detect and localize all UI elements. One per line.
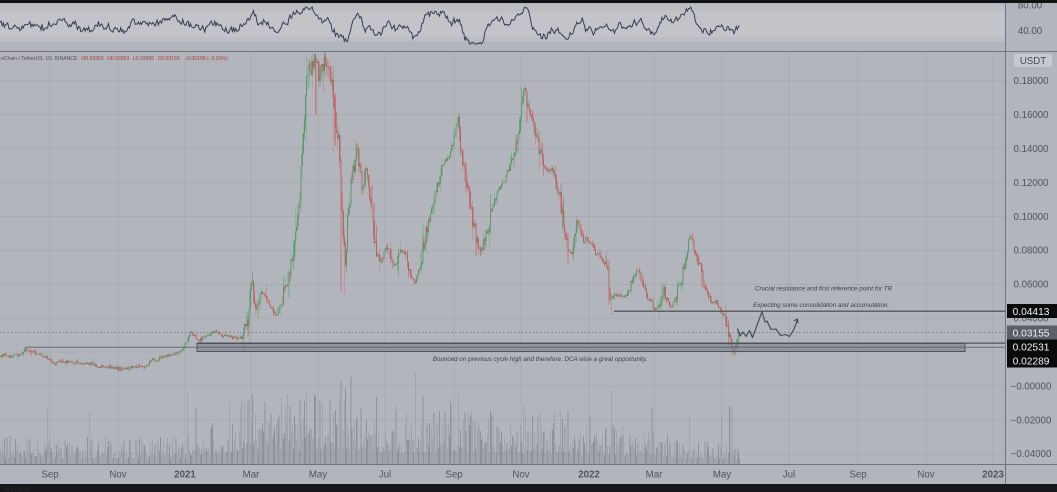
svg-text:Jul: Jul bbox=[783, 470, 795, 481]
svg-text:Sep: Sep bbox=[41, 470, 58, 481]
svg-text:0.06000: 0.06000 bbox=[1013, 280, 1049, 291]
svg-text:Nov: Nov bbox=[109, 470, 126, 481]
svg-text:80.00: 80.00 bbox=[1018, 1, 1043, 12]
svg-text:2023: 2023 bbox=[982, 470, 1004, 481]
svg-text:−0.04000: −0.04000 bbox=[1011, 449, 1052, 460]
svg-text:40.00: 40.00 bbox=[1018, 26, 1043, 37]
svg-text:0.04000: 0.04000 bbox=[1013, 314, 1049, 325]
svg-text:Sep: Sep bbox=[445, 470, 462, 481]
svg-text:0.14000: 0.14000 bbox=[1013, 144, 1049, 155]
svg-text:0.02289: 0.02289 bbox=[1013, 356, 1050, 367]
svg-text:2022: 2022 bbox=[578, 470, 600, 481]
svg-text:May: May bbox=[713, 470, 731, 481]
svg-text:2021: 2021 bbox=[174, 470, 196, 481]
svg-text:−0.00000: −0.00000 bbox=[1011, 381, 1052, 392]
svg-text:Sep: Sep bbox=[849, 470, 866, 481]
svg-text:0.12000: 0.12000 bbox=[1013, 178, 1049, 189]
svg-text:Nov: Nov bbox=[512, 470, 529, 481]
svg-text:Mar: Mar bbox=[243, 470, 260, 481]
svg-text:0.16000: 0.16000 bbox=[1013, 110, 1049, 121]
svg-text:USDT: USDT bbox=[1020, 56, 1046, 67]
svg-text:Nov: Nov bbox=[917, 470, 934, 481]
svg-text:0.02531: 0.02531 bbox=[1013, 342, 1050, 353]
svg-text:Mar: Mar bbox=[646, 470, 663, 481]
svg-text:0.18000: 0.18000 bbox=[1013, 76, 1049, 87]
svg-text:Jul: Jul bbox=[379, 470, 391, 481]
svg-text:0.10000: 0.10000 bbox=[1013, 212, 1049, 223]
svg-text:Expecting some consolidation a: Expecting some consolidation and accumul… bbox=[753, 302, 889, 309]
svg-text:0.08000: 0.08000 bbox=[1013, 246, 1049, 257]
svg-text:Bounced on previous cycle high: Bounced on previous cycle high and there… bbox=[433, 356, 648, 363]
svg-text:Crucial resistance and first r: Crucial resistance and first reference p… bbox=[755, 286, 893, 293]
svg-text:5s BuyUp: 5s BuyUp bbox=[3, 487, 30, 492]
svg-text:eChain / TetherUS, 1D, BINANCE: eChain / TetherUS, 1D, BINANCE O0.03353 H0… bbox=[1, 56, 228, 62]
svg-text:0.03155: 0.03155 bbox=[1013, 328, 1050, 339]
svg-text:May: May bbox=[309, 470, 327, 481]
svg-text:0.04413: 0.04413 bbox=[1013, 307, 1050, 318]
svg-text:−0.02000: −0.02000 bbox=[1011, 415, 1052, 426]
